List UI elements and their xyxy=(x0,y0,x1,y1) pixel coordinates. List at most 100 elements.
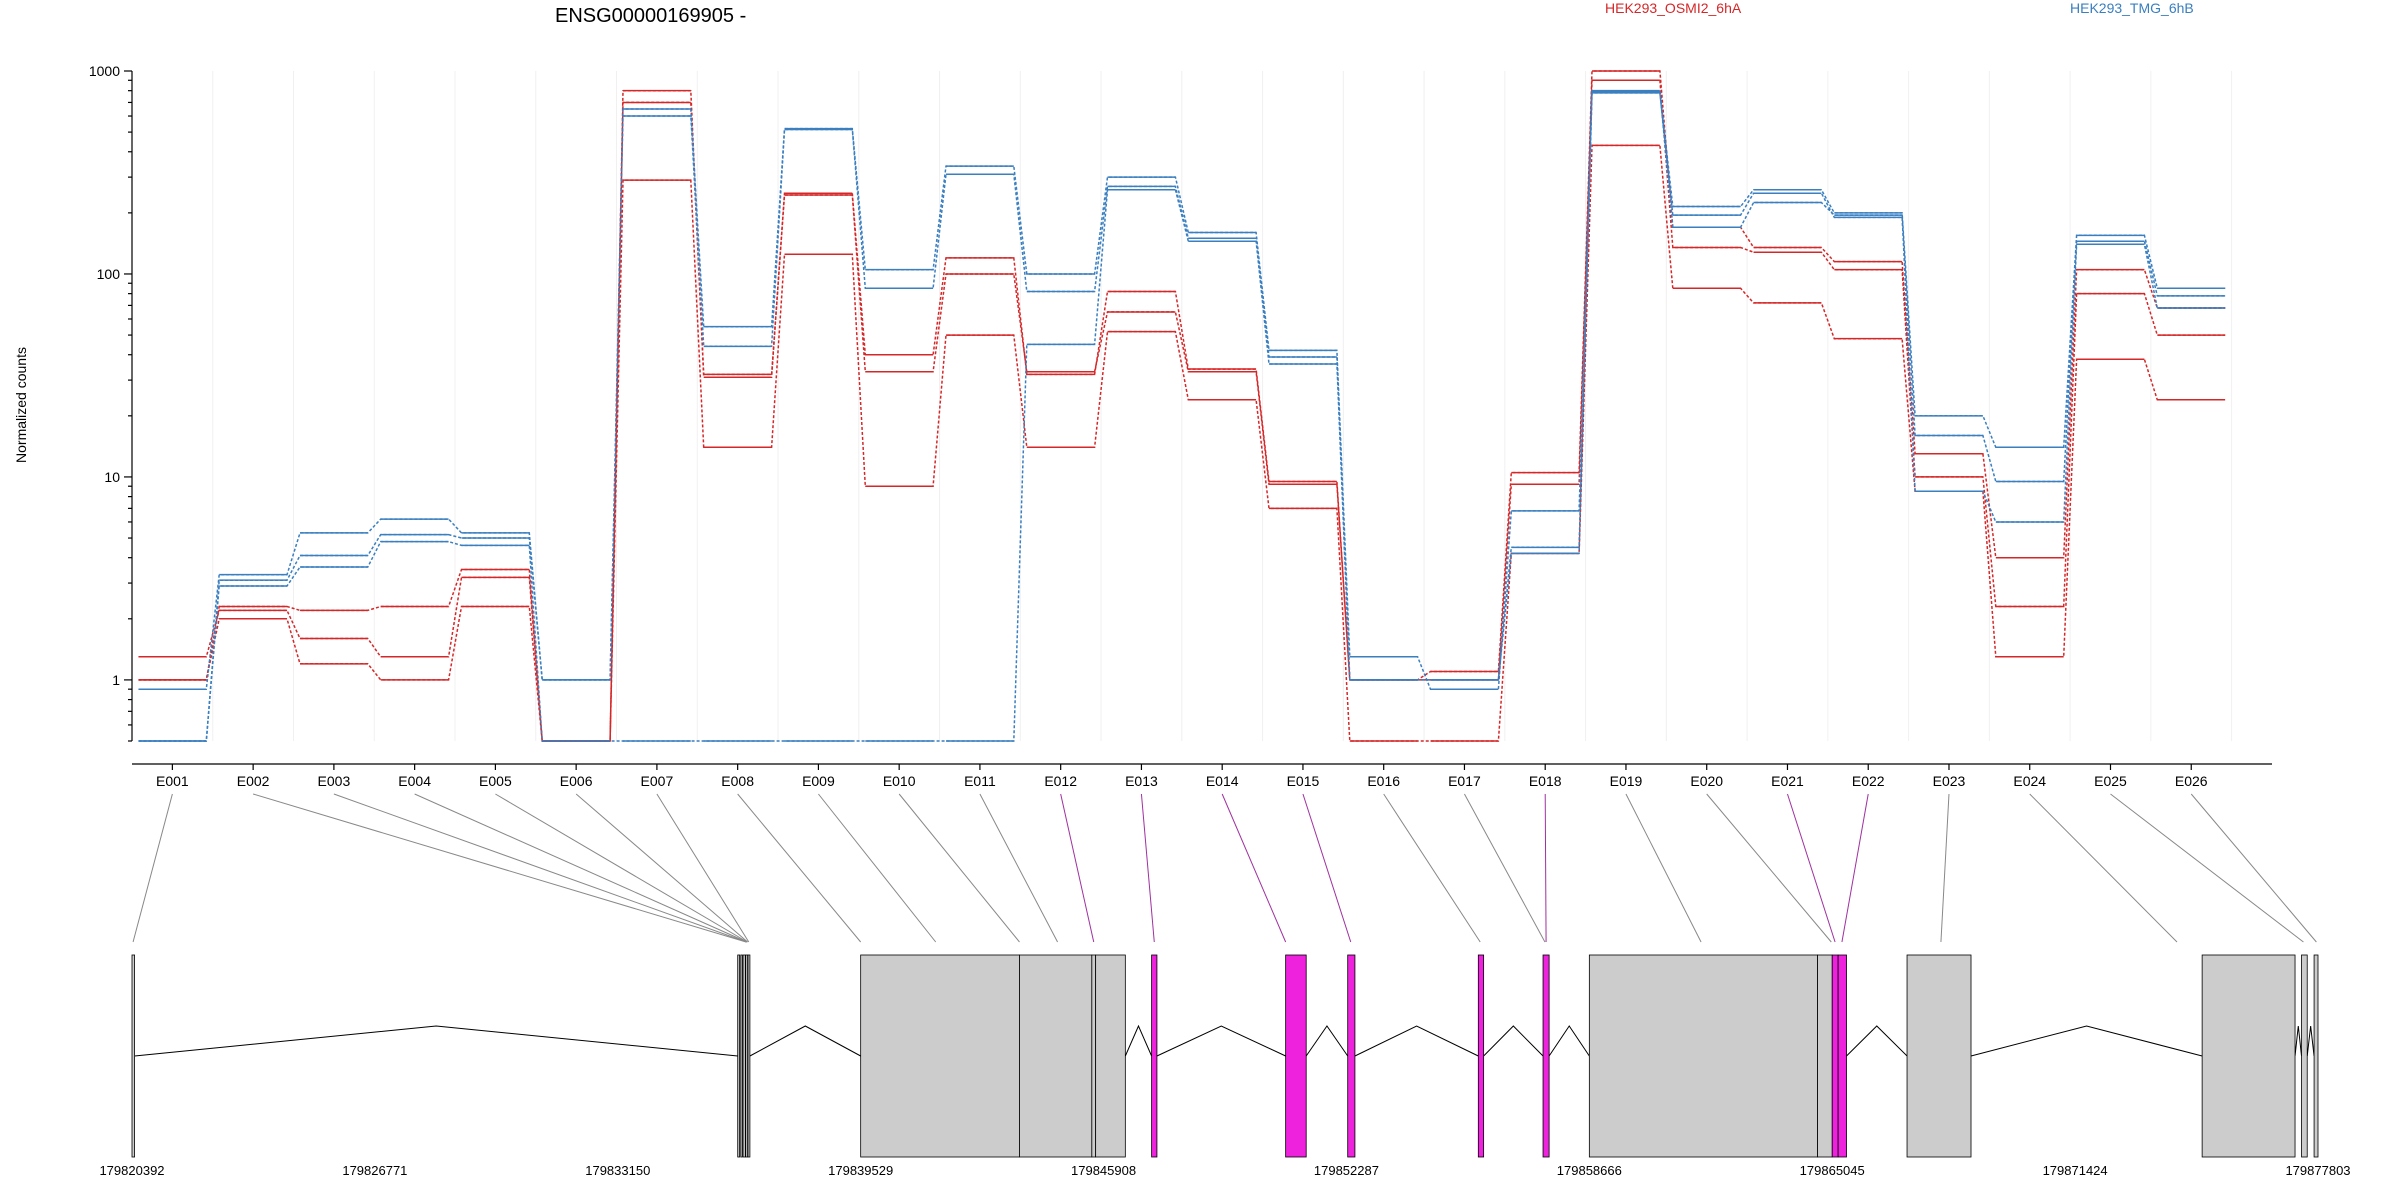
exon-link xyxy=(2190,793,2317,943)
exon-link xyxy=(1706,793,1832,943)
coordinate-label: 179826771 xyxy=(342,1163,407,1178)
exon-link xyxy=(1140,793,1155,943)
x-axis: E001 E002 E003 E004 E005 E006 E007 E008 E009 E010… xyxy=(132,763,2272,789)
x-tick-label: E018 xyxy=(1529,773,1562,789)
series-6 xyxy=(138,91,2226,742)
x-tick-label: E011 xyxy=(964,773,996,789)
x-tick-label: E022 xyxy=(1852,773,1885,789)
chart-gridlines xyxy=(131,71,2233,741)
exon-highlighted xyxy=(1477,954,1485,1158)
exon-link-lines xyxy=(132,793,2317,943)
exon xyxy=(1019,954,1093,1158)
coordinate-label: 179839529 xyxy=(828,1163,893,1178)
exon-highlighted xyxy=(1831,954,1839,1158)
x-tick-label: E008 xyxy=(721,773,754,789)
exon-link xyxy=(1464,793,1546,943)
y-tick-label: 10 xyxy=(104,469,120,485)
coordinate-label: 179845908 xyxy=(1071,1163,1136,1178)
x-tick-label: E023 xyxy=(1933,773,1966,789)
exon-link xyxy=(414,793,748,943)
exon-highlighted xyxy=(1285,954,1307,1158)
x-tick-label: E007 xyxy=(641,773,674,789)
intron xyxy=(1970,1025,2203,1057)
exon-link xyxy=(132,793,173,943)
exon xyxy=(740,954,743,1158)
exon-highlighted xyxy=(1347,954,1356,1158)
x-tick-label: E019 xyxy=(1610,773,1643,789)
exon xyxy=(2301,954,2308,1158)
intron xyxy=(134,1025,738,1057)
exon xyxy=(2313,954,2319,1158)
y-tick-label: 1 xyxy=(112,672,120,688)
coordinate-label: 179877803 xyxy=(2285,1163,2350,1178)
coordinate-label: 179852287 xyxy=(1314,1163,1379,1178)
exon-link xyxy=(1544,793,1547,943)
series-4 xyxy=(138,89,2226,690)
exon-highlighted xyxy=(1151,954,1158,1158)
x-tick-label: E004 xyxy=(398,773,431,789)
x-tick-label: E017 xyxy=(1448,773,1481,789)
legend-entry-tmg: HEK293_TMG_6hB xyxy=(2070,0,2194,16)
exon-link xyxy=(575,793,748,943)
exon xyxy=(742,954,746,1158)
legend-entry-osmi2: HEK293_OSMI2_6hA xyxy=(1605,0,1742,16)
exon xyxy=(747,954,751,1158)
x-tick-label: E024 xyxy=(2013,773,2046,789)
exon-link xyxy=(495,793,748,943)
intron xyxy=(1483,1025,1544,1057)
exon-highlighted xyxy=(1542,954,1550,1158)
exon xyxy=(1091,954,1097,1158)
coordinate-label: 179858666 xyxy=(1557,1163,1622,1178)
exon xyxy=(131,954,135,1158)
intron xyxy=(1354,1025,1479,1057)
intron xyxy=(1548,1025,1590,1057)
x-tick-label: E014 xyxy=(1206,773,1239,789)
exon-link xyxy=(1841,793,1869,943)
y-axis-label: Normalized counts xyxy=(13,347,29,463)
exon-link xyxy=(2029,793,2178,943)
y-tick-label: 1000 xyxy=(89,63,120,79)
intron xyxy=(1846,1025,1908,1057)
intron xyxy=(749,1025,861,1057)
exon-link xyxy=(818,793,937,943)
series-5 xyxy=(138,92,2226,742)
y-tick-label: 100 xyxy=(97,266,121,282)
exon-link xyxy=(1221,793,1287,943)
x-tick-label: E026 xyxy=(2175,773,2208,789)
exon-link xyxy=(1302,793,1352,943)
exon-link xyxy=(1060,793,1095,943)
exon-link xyxy=(979,793,1059,943)
x-tick-label: E013 xyxy=(1125,773,1158,789)
exon-link xyxy=(737,793,862,943)
chart-series-group xyxy=(138,70,2226,742)
x-tick-label: E005 xyxy=(479,773,512,789)
exon xyxy=(1906,954,1972,1158)
intron xyxy=(2294,1025,2303,1057)
exon-link xyxy=(1383,793,1481,943)
exon xyxy=(745,954,749,1158)
x-tick-label: E021 xyxy=(1771,773,1804,789)
x-tick-label: E009 xyxy=(802,773,835,789)
exon-link xyxy=(898,793,1020,943)
exon xyxy=(1588,954,1818,1158)
x-tick-label: E020 xyxy=(1690,773,1723,789)
exon-link xyxy=(252,793,747,943)
exon xyxy=(860,954,1020,1158)
coordinate-label: 179833150 xyxy=(585,1163,650,1178)
x-tick-label: E015 xyxy=(1287,773,1320,789)
exon-link xyxy=(1625,793,1702,943)
series-3 xyxy=(138,144,2226,742)
coordinate-label: 179865045 xyxy=(1800,1163,1865,1178)
exon-link xyxy=(1786,793,1836,943)
x-tick-label: E010 xyxy=(883,773,916,789)
x-tick-label: E006 xyxy=(560,773,593,789)
exon xyxy=(2201,954,2296,1158)
intron xyxy=(1124,1024,1153,1057)
gene-model xyxy=(131,954,2319,1158)
y-axis: 1 10 100 1000 xyxy=(89,63,133,742)
x-tick-label: E025 xyxy=(2094,773,2127,789)
x-tick-label: E016 xyxy=(1367,773,1400,789)
intron xyxy=(1305,1025,1349,1057)
exon xyxy=(1095,954,1126,1158)
